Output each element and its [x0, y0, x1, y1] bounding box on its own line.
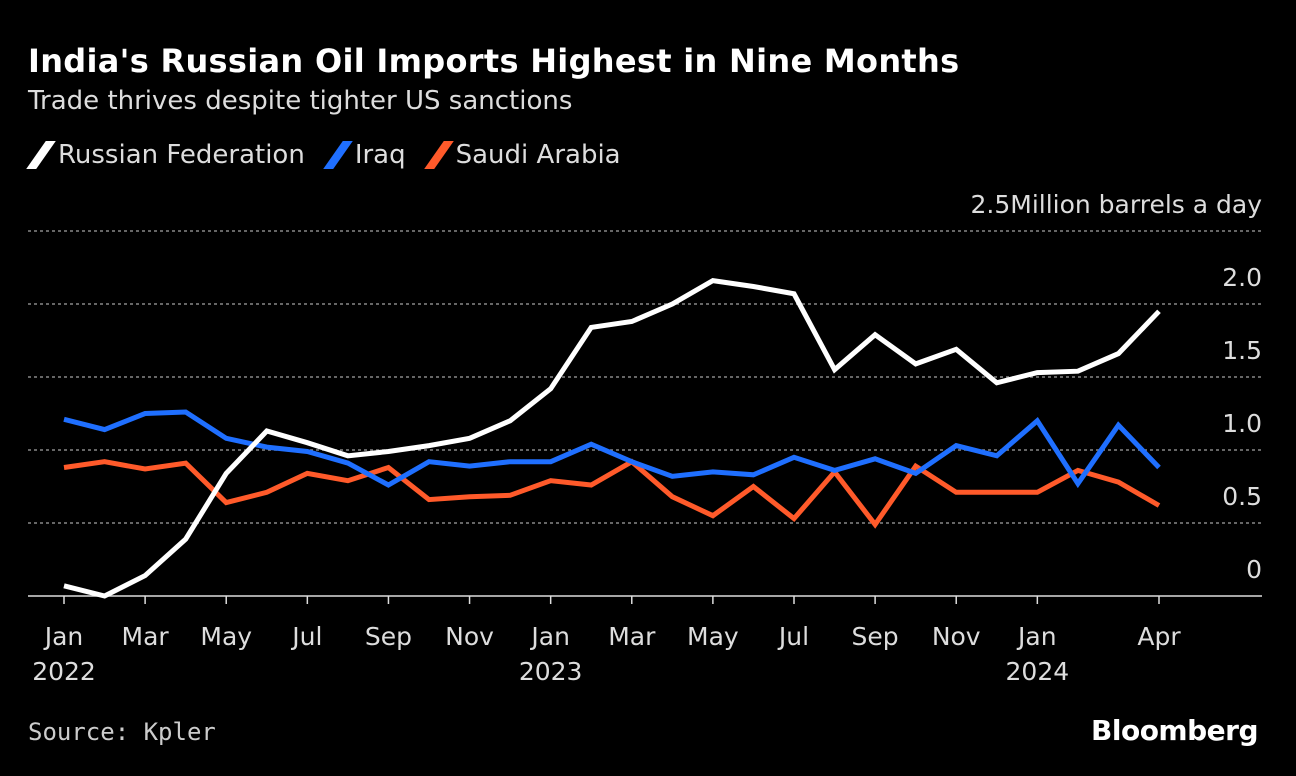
x-tick-year-label: 2024: [1006, 657, 1070, 686]
y-tick-label: 0: [1246, 555, 1262, 584]
x-tick-label: Sep: [365, 622, 412, 651]
y-tick-label: 0.5: [1222, 482, 1262, 511]
series-line-russian-federation: [63, 278, 1161, 599]
y-tick-label: 1.5: [1222, 336, 1262, 365]
chart-subtitle: Trade thrives despite tighter US sanctio…: [28, 86, 573, 116]
x-tick-year-label: 2022: [32, 657, 96, 686]
y-tick-label: 1.0: [1222, 409, 1262, 438]
x-tick-label: Mar: [608, 622, 656, 651]
x-tick-label: May: [687, 622, 739, 651]
series-line-iraq: [63, 409, 1161, 489]
y-tick-label: 2.5Million barrels a day: [970, 190, 1262, 219]
bloomberg-logo: Bloomberg: [1091, 714, 1258, 747]
source-note: Source: Kpler: [28, 718, 216, 746]
chart-title: India's Russian Oil Imports Highest in N…: [28, 42, 960, 80]
legend-item-saudi: Saudi Arabia: [423, 140, 621, 170]
legend-item-russia: Russian Federation: [26, 140, 305, 170]
legend-label: Iraq: [354, 140, 406, 170]
legend-label: Russian Federation: [58, 140, 305, 170]
x-tick-year-label: 2023: [519, 657, 583, 686]
x-tick-label: Mar: [122, 622, 170, 651]
y-tick-label: 2.0: [1222, 263, 1262, 292]
legend-item-iraq: Iraq: [323, 140, 406, 170]
legend: Russian Federation Iraq Saudi Arabia: [26, 140, 641, 170]
x-tick-label: Jul: [777, 622, 809, 651]
x-tick-label: May: [200, 622, 252, 651]
x-tick-label: Jul: [290, 622, 322, 651]
x-tick-label: Jan: [43, 622, 84, 651]
x-tick-label: Apr: [1137, 622, 1181, 651]
x-tick-label: Sep: [852, 622, 899, 651]
x-tick-label: Nov: [445, 622, 494, 651]
x-tick-label: Jan: [1016, 622, 1057, 651]
x-tick-label: Nov: [932, 622, 981, 651]
legend-label: Saudi Arabia: [455, 140, 621, 170]
series-line-saudi-arabia: [63, 458, 1161, 529]
x-tick-label: Jan: [529, 622, 570, 651]
